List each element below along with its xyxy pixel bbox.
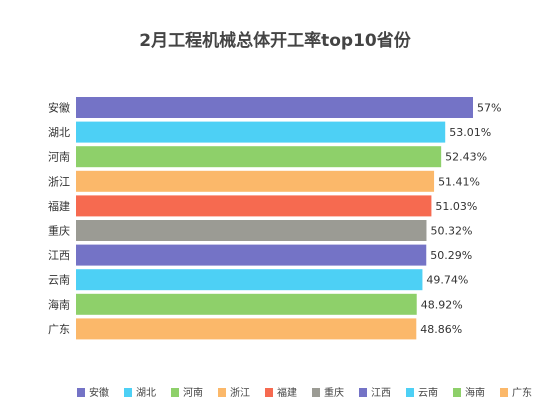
category-label: 云南 [48,274,70,287]
category-label: 海南 [48,297,70,311]
legend-swatch [124,388,132,397]
category-label: 广东 [48,323,70,336]
legend-label: 福建 [277,386,297,399]
legend-swatch [265,388,273,397]
legend-label: 江西 [371,387,391,399]
bar-value-label: 48.92% [421,298,463,311]
legend-swatch [500,388,508,397]
legend-swatch [359,388,367,397]
category-label: 安徽 [48,101,70,115]
bar-value-label: 48.86% [420,323,462,336]
legend-swatch [406,388,414,397]
bar [76,195,432,217]
bar [76,220,427,241]
category-label: 福建 [48,199,70,213]
legend-label: 云南 [418,386,438,399]
legend-label: 海南 [465,386,485,399]
bar-value-label: 50.32% [430,225,472,238]
legend-label: 湖北 [136,387,156,399]
legend-label: 浙江 [230,387,250,399]
bar-value-label: 53.01% [449,126,491,139]
bar-value-label: 50.29% [430,249,472,262]
legend-label: 重庆 [324,386,344,399]
bar-value-label: 57% [477,102,501,115]
legend-swatch [171,388,179,397]
legend-label: 广东 [512,386,532,399]
legend-swatch [218,388,226,397]
category-label: 湖北 [48,126,70,139]
legend-label: 河南 [183,386,203,399]
legend-label: 安徽 [89,386,109,399]
bar [76,146,442,168]
bar-value-label: 51.03% [435,200,477,213]
bar [76,293,417,315]
bar [76,121,446,143]
legend-swatch [453,388,461,397]
category-label: 浙江 [48,175,70,188]
bar [76,269,423,291]
bar [76,244,427,266]
category-label: 河南 [48,151,70,164]
bar-value-label: 49.74% [426,274,468,287]
bar [76,170,435,192]
bar-value-label: 51.41% [438,175,480,188]
legend-swatch [77,388,85,397]
bar [76,318,417,340]
category-label: 江西 [48,249,70,262]
chart-title: 2月工程机械总体开工率top10省份 [139,31,411,51]
bar-value-label: 52.43% [445,151,487,164]
legend-swatch [312,388,320,397]
bar [76,97,473,118]
category-label: 重庆 [48,224,70,238]
